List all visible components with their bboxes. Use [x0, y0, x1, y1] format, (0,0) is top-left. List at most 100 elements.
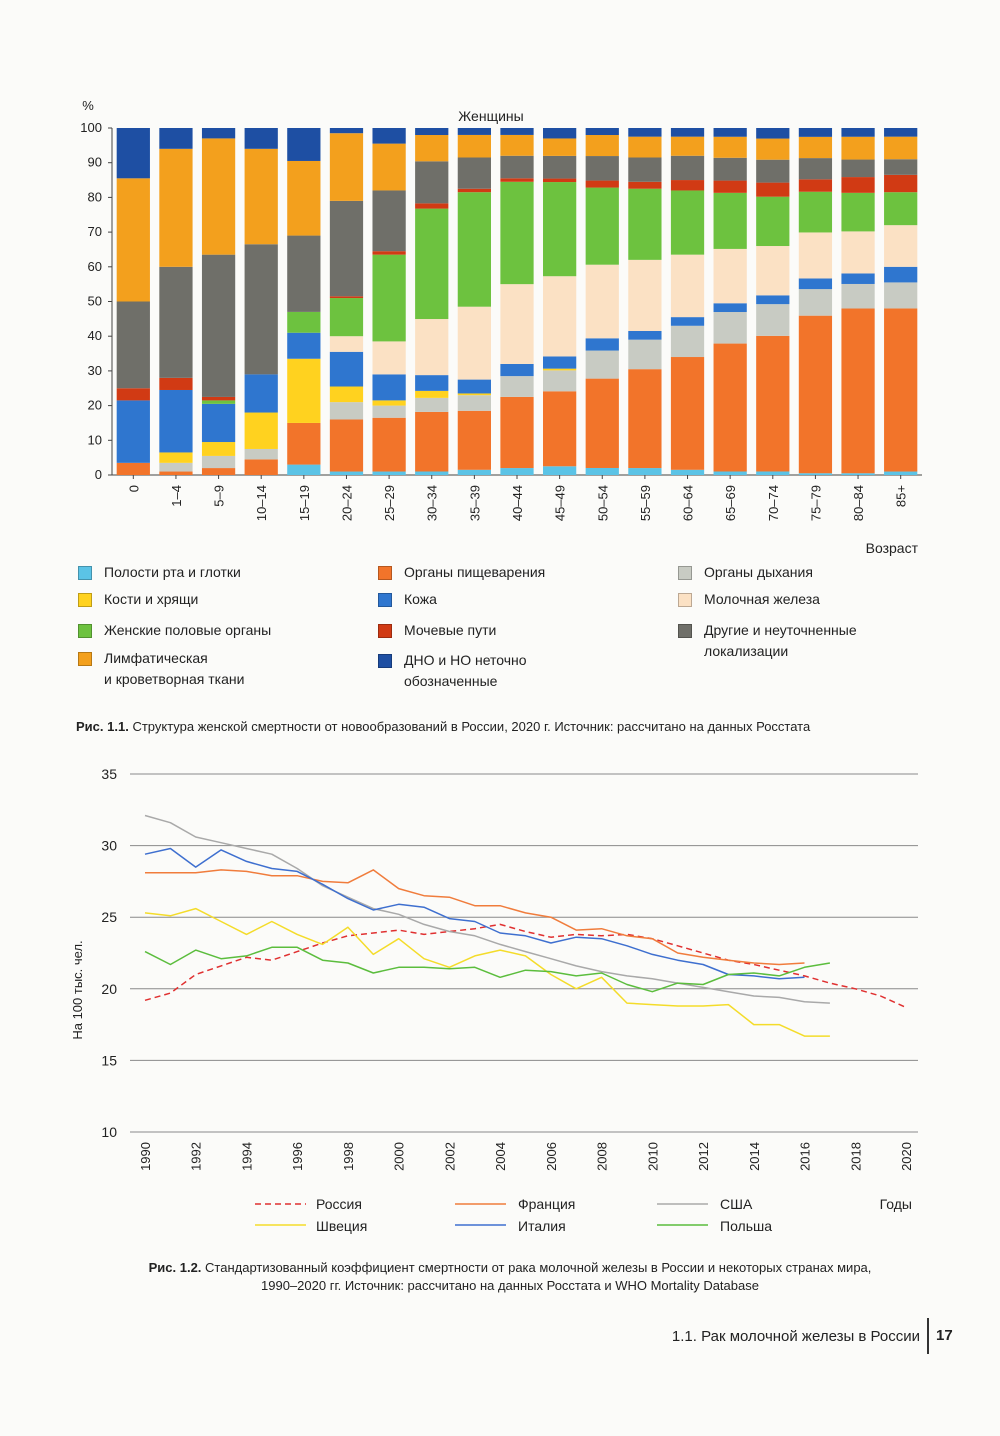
bar-segment	[201, 400, 236, 404]
bar-segment	[670, 190, 705, 255]
bar-segment	[287, 332, 321, 359]
x-tick-label: 30–34	[425, 485, 440, 521]
legend-swatch	[378, 593, 392, 607]
x-tick-label: 50–54	[595, 485, 610, 521]
bar-segment	[415, 319, 449, 376]
bar-segment	[457, 469, 491, 475]
bar-segment	[756, 128, 790, 139]
bar-segment	[884, 282, 918, 309]
series-line	[144, 814, 830, 1004]
bar-segment	[329, 336, 364, 352]
bar-segment	[372, 128, 406, 144]
x-tick-label: 1–4	[169, 485, 184, 507]
x-tick-label: 45–49	[553, 485, 568, 521]
y-tick-label: 20	[88, 398, 102, 413]
legend-swatch	[378, 566, 392, 580]
bar-segment	[713, 343, 747, 472]
x-tick-label: 35–39	[467, 485, 482, 521]
bar-segment	[543, 466, 577, 475]
x-tick-label: 2004	[493, 1142, 508, 1171]
bar-segment	[543, 356, 577, 369]
bar-segment	[372, 471, 406, 475]
bar-segment	[415, 203, 449, 209]
x-tick-label: 85+	[894, 485, 909, 507]
legend-swatch	[378, 624, 392, 638]
bar-segment	[244, 412, 278, 449]
bar-segment	[415, 397, 449, 412]
bar-segment	[329, 298, 364, 337]
bar-segment	[159, 377, 193, 390]
bar-segment	[159, 471, 193, 475]
x-tick-label: 1998	[341, 1142, 356, 1171]
bar-segment	[372, 190, 406, 252]
bar-segment	[798, 315, 833, 474]
bar-chart-legend: Полости рта и глотки Органы пищеварения …	[78, 564, 958, 694]
bar-segment	[287, 311, 321, 333]
x-tick-label: 2008	[595, 1142, 610, 1171]
bar-segment	[415, 161, 449, 204]
bar-segment	[159, 266, 193, 378]
bar-segment	[756, 335, 790, 472]
x-axis-label: Возраст	[866, 540, 919, 556]
figure2-caption-line1: Рис. 1.2. Стандартизованный коэффициент …	[60, 1259, 960, 1277]
line-chart-legend: Россия Франция США Швеция Италия Польша	[255, 1196, 772, 1234]
bar-segment	[201, 138, 236, 255]
bar-segment	[244, 148, 278, 245]
bar-segment	[543, 370, 577, 392]
bar-segment	[670, 325, 705, 358]
bar-segment	[287, 358, 321, 423]
figure1-caption: Рис. 1.1. Структура женской смертности о…	[76, 718, 956, 736]
bar-segment	[713, 303, 747, 313]
legend-item: Полости рта и глотки	[78, 564, 241, 583]
x-tick-label: 2002	[442, 1142, 457, 1171]
bar-segment	[884, 308, 918, 472]
bar-segment	[884, 136, 918, 160]
bar-segment	[756, 295, 790, 305]
bar-segment	[670, 136, 705, 156]
bar-segment	[415, 375, 449, 391]
y-tick-label: 10	[101, 1124, 117, 1140]
legend-item: Кожа	[378, 591, 437, 610]
bar-segment	[159, 128, 193, 149]
bar-segment	[798, 232, 833, 279]
bar-segment	[457, 379, 491, 394]
bar-segment	[244, 244, 278, 375]
series-lines	[144, 814, 907, 1037]
legend-label: Органы пищеварения	[404, 564, 546, 580]
bar-segment	[415, 208, 449, 320]
bar-segment	[628, 181, 662, 189]
bar-segment	[457, 192, 491, 307]
legend-item: Молочная железа	[678, 591, 820, 610]
legend-label-italy: Италия	[518, 1218, 566, 1234]
y-axis-label: %	[82, 98, 94, 113]
bar-segment	[798, 179, 833, 192]
bar-segment	[500, 363, 534, 377]
y-tick-label: 100	[80, 120, 102, 135]
bar-segment	[500, 155, 534, 179]
series-line	[145, 869, 805, 966]
bar-segment	[841, 283, 875, 309]
bar-segment	[457, 306, 491, 380]
bar-segment	[415, 128, 449, 136]
legend-item: Мочевые пути	[378, 622, 496, 641]
bar-segment	[628, 136, 662, 158]
x-tick-label: 1994	[239, 1142, 254, 1171]
y-tick-label: 50	[88, 294, 102, 309]
x-tick-label: 80–84	[851, 485, 866, 521]
bar-segment	[372, 254, 406, 342]
legend-item: Кости и хрящи	[78, 591, 198, 610]
bar-segment	[201, 455, 236, 469]
bar-segment	[798, 136, 833, 159]
bar-segment	[884, 266, 918, 283]
bar-segment	[798, 473, 833, 475]
y-tick-label: 25	[101, 909, 117, 925]
bar-segment	[543, 138, 577, 156]
bar-segment	[159, 452, 193, 463]
bar-segment	[841, 192, 875, 232]
bar-segment	[628, 330, 662, 340]
legend-swatch	[378, 654, 392, 668]
bar-segment	[116, 400, 150, 463]
figure1-caption-number: Рис. 1.1.	[76, 719, 129, 734]
y-tick-label: 40	[88, 328, 102, 343]
legend-swatch	[78, 624, 92, 638]
